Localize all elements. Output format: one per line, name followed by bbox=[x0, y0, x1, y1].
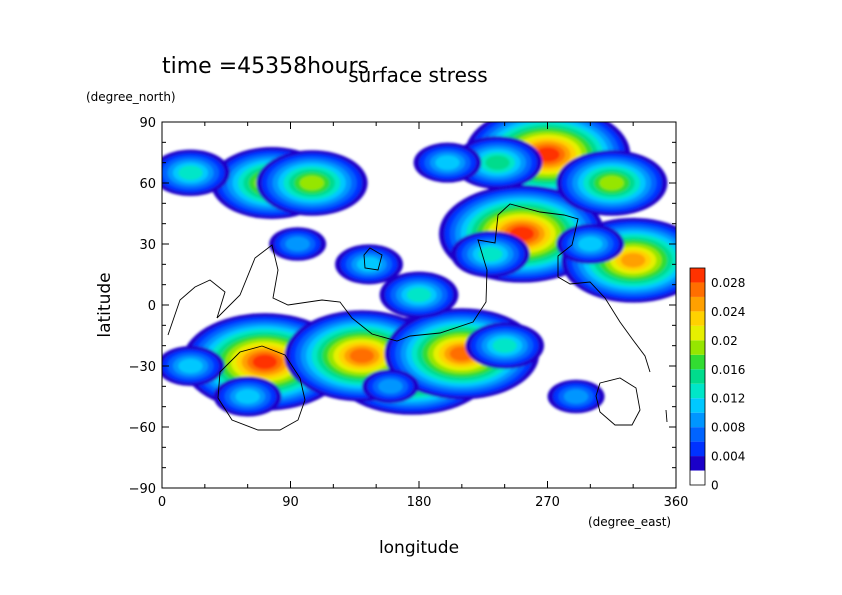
colorbar-swatch bbox=[690, 268, 705, 283]
stress-contour bbox=[485, 155, 510, 170]
stress-contour bbox=[578, 236, 603, 252]
y-tick-label: 30 bbox=[139, 238, 156, 253]
stress-contour bbox=[378, 379, 403, 394]
colorbar-tick-label: 0.008 bbox=[711, 421, 745, 435]
stress-contour bbox=[406, 287, 432, 303]
stress-contour bbox=[563, 389, 589, 404]
colorbar-swatch bbox=[690, 311, 705, 326]
colorbar-swatch bbox=[690, 398, 705, 413]
colorbar-swatch bbox=[690, 282, 705, 297]
colorbar-swatch bbox=[690, 325, 705, 341]
colorbar-tick-label: 0.012 bbox=[711, 392, 745, 406]
continent-outline bbox=[167, 279, 226, 336]
stress-contour bbox=[285, 236, 310, 252]
x-tick-label: 90 bbox=[282, 495, 299, 510]
y-tick-label: 60 bbox=[139, 177, 156, 192]
x-tick-label: 180 bbox=[407, 495, 432, 510]
colorbar-tick-label: 0.028 bbox=[711, 276, 745, 290]
stress-contour bbox=[252, 354, 278, 370]
island-outline bbox=[595, 377, 641, 426]
x-axis-label: longitude bbox=[379, 538, 459, 558]
stress-contour bbox=[356, 257, 382, 272]
continent-outline bbox=[217, 345, 306, 431]
stress-contour bbox=[435, 155, 460, 170]
stress-contours bbox=[162, 122, 676, 417]
colorbar-swatch bbox=[690, 412, 705, 428]
y-tick-label: 90 bbox=[139, 116, 156, 131]
colorbar-tick-label: 0 bbox=[711, 479, 719, 493]
y-tick-label: −60 bbox=[129, 421, 156, 436]
stress-contour bbox=[478, 246, 503, 262]
coastline bbox=[167, 203, 668, 431]
y-axis-label: latitude bbox=[95, 272, 115, 337]
y-tick-label: −90 bbox=[129, 482, 156, 497]
colorbar-swatch bbox=[690, 427, 705, 442]
colorbar-tick-label: 0.016 bbox=[711, 363, 745, 377]
colorbar-swatch bbox=[690, 441, 705, 457]
continent-outline bbox=[216, 203, 651, 373]
y-tick-label: −30 bbox=[129, 360, 156, 375]
x-tick-label: 360 bbox=[664, 495, 689, 510]
x-tick-label: 270 bbox=[535, 495, 560, 510]
stress-contour bbox=[620, 253, 646, 268]
colorbar-swatch bbox=[690, 340, 705, 355]
stress-contour bbox=[235, 389, 260, 404]
y-tick-label: 0 bbox=[148, 299, 156, 314]
colorbar-tick-label: 0.004 bbox=[711, 450, 745, 464]
stress-contour bbox=[599, 175, 624, 191]
colorbar: 0 0.004 0.008 0.012 0.016 0.02 0.024 0.028 bbox=[689, 267, 745, 493]
x-unit-label: (degree_east) bbox=[588, 515, 671, 529]
island-outline bbox=[363, 247, 383, 271]
stress-field bbox=[162, 122, 676, 488]
colorbar-swatch bbox=[690, 296, 705, 312]
stress-contour bbox=[178, 358, 203, 374]
island-outline bbox=[665, 409, 668, 423]
stress-contour bbox=[349, 348, 375, 364]
colorbar-frame bbox=[689, 267, 706, 486]
stress-contour bbox=[299, 175, 325, 191]
axes: 0 90 180 270 360 −90 −60 −30 0 30 60 90 bbox=[129, 116, 689, 510]
stress-contour bbox=[492, 338, 517, 353]
time-label: time =45358hours bbox=[162, 54, 369, 79]
colorbar-swatch bbox=[690, 383, 705, 399]
colorbar-swatch bbox=[690, 369, 705, 384]
y-unit-label: (degree_north) bbox=[86, 90, 176, 104]
colorbar-swatch bbox=[690, 456, 705, 471]
chart-title: surface stress bbox=[348, 63, 487, 87]
colorbar-tick-label: 0.02 bbox=[711, 334, 738, 348]
x-tick-label: 0 bbox=[158, 495, 166, 510]
colorbar-swatch bbox=[690, 470, 705, 485]
colorbar-swatch bbox=[690, 354, 705, 370]
colorbar-tick-label: 0.024 bbox=[711, 305, 745, 319]
stress-contour bbox=[178, 165, 203, 181]
